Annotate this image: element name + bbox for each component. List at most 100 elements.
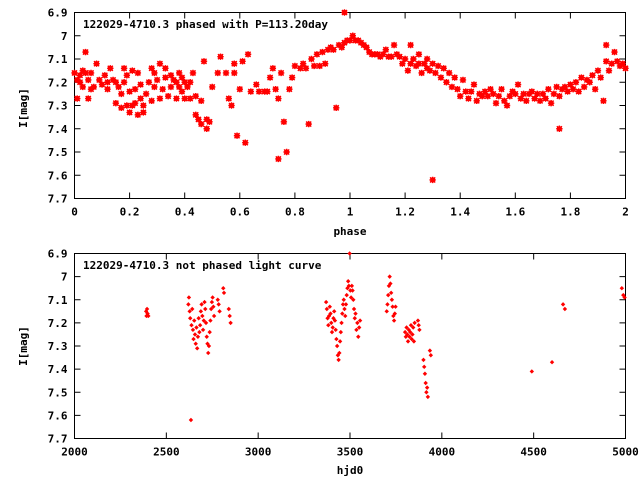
data-point (104, 86, 111, 93)
data-point (354, 327, 359, 333)
data-point (353, 311, 358, 316)
y-tick-label: 7 (61, 271, 68, 284)
data-point (553, 83, 560, 91)
data-point (187, 95, 194, 102)
data-point (209, 299, 215, 305)
data-point (221, 285, 226, 291)
data-point (288, 74, 296, 81)
data-point (336, 357, 341, 363)
data-point (351, 297, 356, 302)
data-point (619, 285, 625, 291)
data-point (556, 125, 563, 132)
data-point (199, 302, 204, 307)
data-point (145, 79, 153, 86)
x-tick-label: 1.2 (395, 206, 415, 219)
x-tick-label: 2500 (153, 446, 180, 459)
data-point (316, 62, 323, 70)
data-point (445, 69, 453, 77)
x-tick-label: 1.6 (505, 206, 525, 219)
data-point (200, 327, 206, 333)
x-tick-label: 3500 (337, 446, 364, 459)
phased-plot-title: 122029-4710.3 phased with P=113.20day (83, 18, 328, 31)
data-point (603, 41, 610, 49)
data-point (357, 318, 363, 323)
data-point (187, 79, 194, 86)
data-point (462, 88, 469, 95)
data-point (82, 69, 89, 77)
data-point (247, 88, 255, 95)
data-point (201, 318, 207, 323)
x-tick-label: 4500 (520, 446, 547, 459)
data-point (107, 65, 114, 72)
data-point (153, 76, 161, 84)
data-point (162, 65, 169, 72)
data-point (457, 93, 464, 100)
data-point (112, 99, 120, 107)
data-point (622, 65, 629, 72)
data-point (529, 369, 535, 374)
data-point (126, 109, 133, 116)
data-point (528, 88, 536, 95)
data-point (340, 311, 345, 316)
data-point (322, 60, 329, 67)
y-tick-label: 7.4 (48, 363, 68, 376)
data-point (343, 302, 349, 307)
data-point (144, 306, 150, 312)
data-point (115, 83, 122, 91)
data-point (204, 334, 209, 339)
data-point (87, 69, 95, 77)
data-point (225, 95, 232, 102)
data-point (329, 320, 334, 326)
data-point (348, 288, 353, 293)
data-point (206, 118, 213, 125)
data-point (145, 311, 150, 316)
data-point (603, 58, 610, 65)
data-point (569, 86, 577, 93)
data-point (351, 306, 357, 312)
data-point (101, 72, 109, 79)
data-point (211, 304, 216, 309)
data-point (572, 79, 580, 86)
data-point (390, 304, 395, 309)
data-point (236, 86, 243, 93)
data-point (334, 336, 339, 342)
data-point (348, 295, 354, 300)
x-tick-label: 0.4 (175, 206, 195, 219)
data-point (391, 318, 397, 323)
data-point (330, 46, 337, 53)
data-point (286, 86, 293, 93)
data-point (272, 86, 279, 93)
data-point (134, 111, 142, 118)
data-point (85, 95, 92, 102)
data-point (594, 67, 602, 74)
x-tick-label: 2 (622, 206, 629, 219)
data-point (71, 69, 78, 77)
data-point (164, 93, 172, 100)
data-point (207, 329, 212, 335)
data-point (388, 281, 393, 286)
x-tick-label: 2000 (61, 446, 88, 459)
data-point (244, 51, 252, 58)
data-point (222, 69, 230, 77)
data-point (347, 251, 352, 256)
x-tick-label: 5000 (612, 446, 639, 459)
data-point (352, 316, 357, 321)
y-tick-label: 7.3 (48, 340, 68, 353)
data-point (203, 306, 208, 312)
x-tick-label: 0.2 (120, 206, 140, 219)
data-point (198, 309, 204, 314)
data-point (167, 83, 175, 91)
data-point (608, 60, 615, 67)
x-tick-label: 0.6 (230, 206, 250, 219)
data-point (198, 120, 205, 128)
data-point (448, 83, 456, 91)
data-point (82, 48, 89, 56)
data-point (326, 322, 331, 328)
data-point (188, 316, 193, 321)
data-point (200, 58, 208, 65)
y-tick-label: 7.5 (48, 146, 68, 159)
phased-plot-x-axis-label: phase (333, 225, 366, 238)
data-point (382, 46, 390, 53)
data-point (422, 364, 427, 370)
